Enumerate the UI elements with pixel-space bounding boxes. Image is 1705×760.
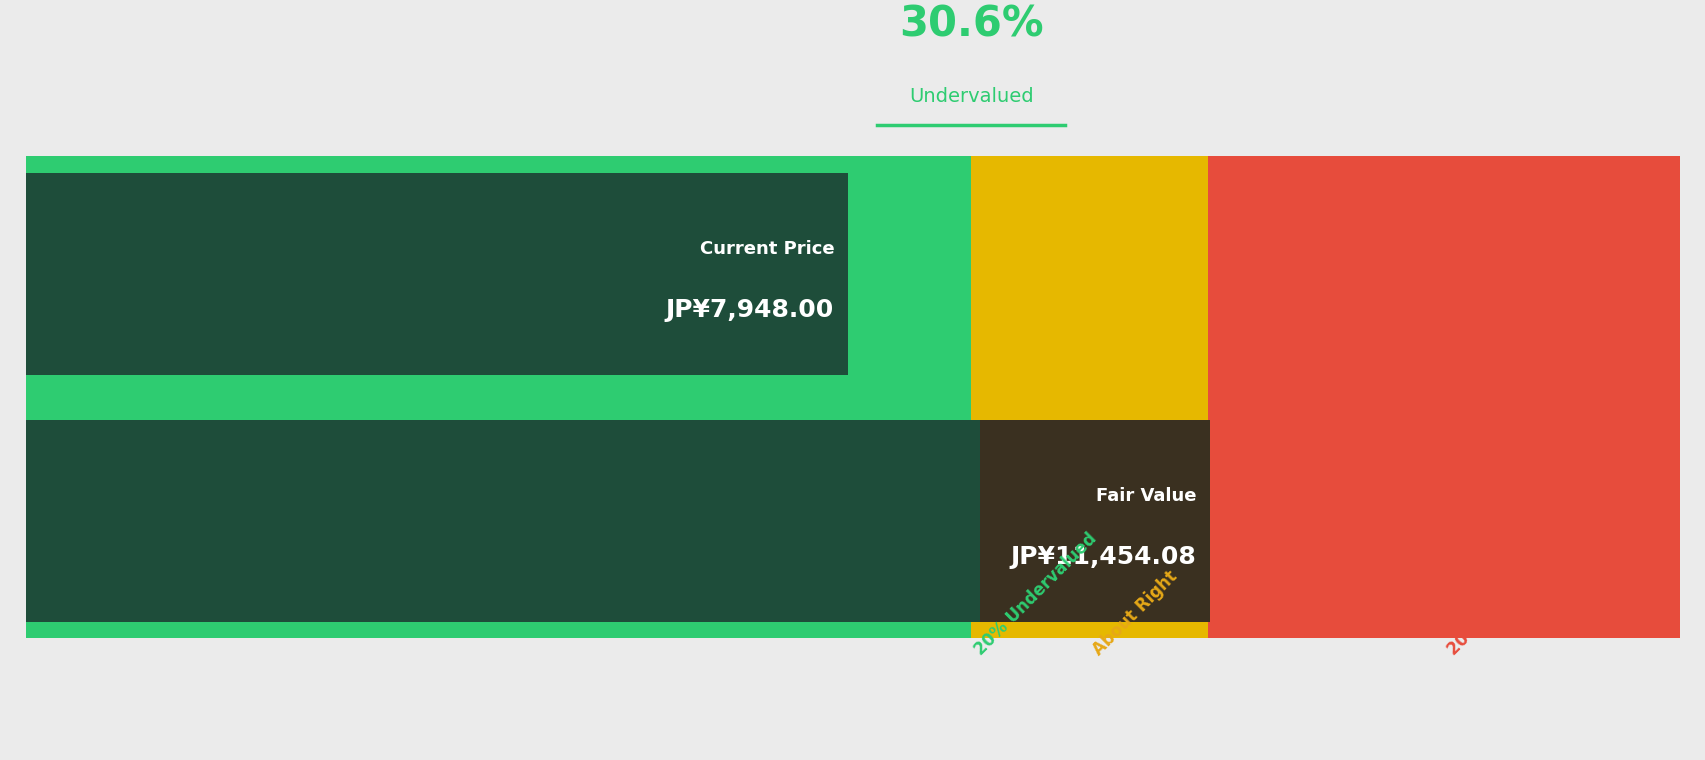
- Text: JP¥11,454.08: JP¥11,454.08: [1011, 545, 1195, 569]
- Text: 20% Undervalued: 20% Undervalued: [970, 530, 1100, 659]
- Text: Undervalued: Undervalued: [909, 87, 1033, 106]
- Text: Fair Value: Fair Value: [1095, 487, 1195, 505]
- Text: Current Price: Current Price: [699, 240, 834, 258]
- Bar: [26, 173, 847, 375]
- Text: 20% Overvalued: 20% Overvalued: [1442, 538, 1563, 659]
- Text: About Right: About Right: [1089, 567, 1180, 659]
- Bar: [26, 156, 970, 638]
- Bar: [970, 156, 1207, 638]
- Bar: [26, 420, 1209, 622]
- Bar: [1207, 156, 1679, 638]
- Bar: [617, 173, 847, 375]
- Text: JP¥7,948.00: JP¥7,948.00: [665, 298, 834, 322]
- Text: 30.6%: 30.6%: [899, 4, 1043, 46]
- Bar: [979, 420, 1209, 622]
